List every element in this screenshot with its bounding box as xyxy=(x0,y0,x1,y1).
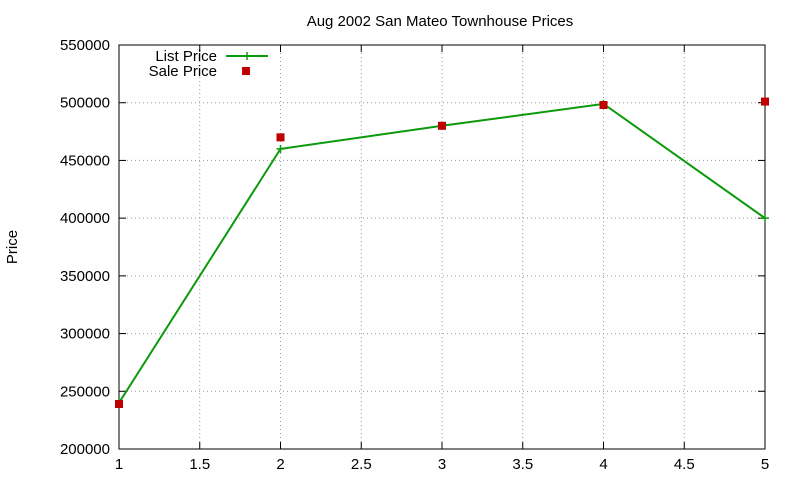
y-tick-label: 250000 xyxy=(60,383,110,400)
sale-price-point xyxy=(599,101,608,110)
legend-label-sale-price: Sale Price xyxy=(149,63,217,80)
y-tick-label: 300000 xyxy=(60,326,110,343)
x-tick-label: 2 xyxy=(276,456,284,473)
sale-price-point xyxy=(115,399,123,408)
x-tick-label: 4.5 xyxy=(674,456,695,473)
list-price-point xyxy=(276,144,285,153)
x-tick-label: 5 xyxy=(761,456,769,473)
legend-label-list-price: List Price xyxy=(155,48,217,65)
sale-price-point xyxy=(276,133,285,142)
list-price-point xyxy=(761,214,769,223)
x-tick-label: 3 xyxy=(438,456,446,473)
axis-ticks: 1 1.5 2 2.5 3 3.5 4 4.5 5 200000 250000 300000 35000… xyxy=(60,37,769,473)
legend-swatch-sale-price xyxy=(242,67,250,75)
y-axis-label: Price xyxy=(4,230,21,264)
x-tick-label: 3.5 xyxy=(512,456,533,473)
sale-price-point xyxy=(761,97,769,106)
grid xyxy=(119,45,765,449)
x-tick-label: 1 xyxy=(115,456,123,473)
series-layer xyxy=(115,97,769,408)
x-tick-label: 1.5 xyxy=(189,456,210,473)
y-tick-label: 200000 xyxy=(60,441,110,458)
chart-title: Aug 2002 San Mateo Townhouse Prices xyxy=(307,13,574,30)
y-tick-label: 500000 xyxy=(60,95,110,112)
x-tick-label: 4 xyxy=(599,456,607,473)
x-tick-label: 2.5 xyxy=(351,456,372,473)
y-tick-label: 450000 xyxy=(60,152,110,169)
legend-marker-list-price xyxy=(243,52,251,60)
y-tick-label: 550000 xyxy=(60,37,110,54)
sale-price-point xyxy=(438,121,446,130)
y-tick-label: 400000 xyxy=(60,210,110,227)
y-tick-label: 350000 xyxy=(60,268,110,285)
